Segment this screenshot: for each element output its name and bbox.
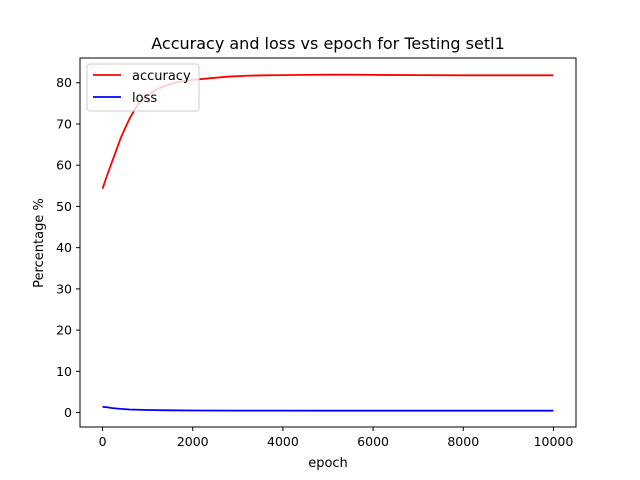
x-tick-label: 0 [99, 434, 107, 449]
y-tick-label: 30 [56, 281, 72, 296]
y-tick-label: 20 [56, 323, 72, 338]
y-tick-label: 80 [56, 75, 72, 90]
x-tick-label: 2000 [177, 434, 209, 449]
y-tick-label: 60 [56, 158, 72, 173]
y-axis-ticks: 0 10 20 30 40 50 60 70 80 [56, 75, 80, 420]
x-axis-label: epoch [308, 456, 348, 471]
y-axis-label: Percentage % [32, 198, 47, 288]
x-tick-label: 8000 [447, 434, 479, 449]
y-tick-label: 40 [56, 240, 72, 255]
x-tick-label: 10000 [534, 434, 574, 449]
x-tick-label: 6000 [357, 434, 389, 449]
legend-label-loss: loss [132, 91, 157, 106]
legend-label-accuracy: accuracy [132, 69, 191, 84]
y-tick-label: 70 [56, 116, 72, 131]
plot-frame [79, 57, 577, 428]
y-tick-label: 0 [64, 405, 72, 420]
chart-title: Accuracy and loss vs epoch for Testing s… [151, 34, 505, 53]
x-axis-ticks: 0 2000 4000 6000 8000 10000 [99, 427, 574, 449]
y-tick-label: 10 [56, 364, 72, 379]
x-tick-label: 4000 [267, 434, 299, 449]
legend: accuracy loss [86, 63, 200, 112]
y-tick-label: 50 [56, 199, 72, 214]
series-line-loss [102, 405, 554, 412]
